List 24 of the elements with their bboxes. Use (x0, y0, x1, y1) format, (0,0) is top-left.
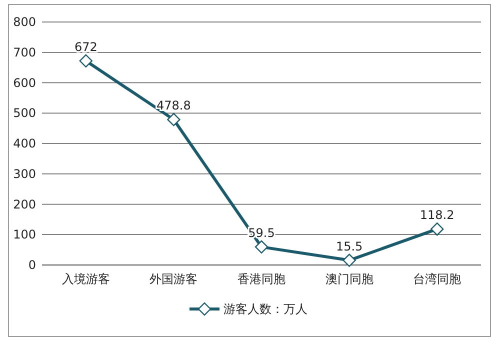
y-tick-label: 600 (13, 76, 36, 90)
point (79, 54, 92, 68)
y-tick-label: 0 (28, 258, 36, 272)
y-tick-label: 400 (13, 136, 36, 150)
data-label: 672 (74, 40, 98, 54)
x-tick-label: 入境游客 (62, 272, 110, 286)
data-label: 478.8 (156, 98, 191, 113)
y-tick-label: 800 (13, 15, 36, 29)
x-tick-label: 外国游客 (150, 272, 198, 286)
point (254, 240, 268, 254)
y-tick-label: 500 (13, 106, 36, 120)
y-tick-label: 200 (13, 197, 36, 212)
y-tick-label: 300 (13, 166, 36, 181)
data-label: 118.2 (420, 208, 454, 222)
point (430, 222, 444, 236)
x-tick-label: 台湾同胞 (413, 272, 462, 286)
data-label: 15.5 (336, 239, 363, 254)
point (167, 112, 180, 126)
x-tick-label: 澳门同胞 (325, 272, 374, 286)
y-tick-label: 700 (13, 45, 36, 60)
point (342, 254, 356, 267)
legend-label: 游客人数：万人 (224, 302, 308, 316)
x-tick-label: 香港同胞 (238, 272, 286, 286)
y-tick-label: 100 (13, 228, 36, 242)
